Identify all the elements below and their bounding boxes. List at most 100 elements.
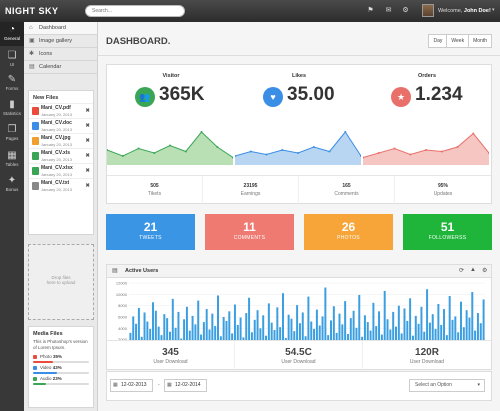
tile-tweets[interactable]: 21 TWEETS [106, 214, 195, 250]
chevron-down-icon[interactable]: ▾ [492, 7, 495, 13]
sparkline-area [235, 132, 361, 165]
calendar-icon: ▤ [29, 64, 35, 70]
download-stat-2: 54.5C User Download [235, 341, 363, 373]
y-tick-label: 2000 [118, 337, 128, 342]
bar [352, 310, 355, 351]
submenu-item-image-gallery[interactable]: ▣ Image gallery [24, 35, 97, 48]
submenu-item-dashboard[interactable]: ⌂ Dashboard [24, 22, 97, 35]
file-icon [32, 122, 39, 130]
nav-item-forms[interactable]: ✎ Forms [0, 72, 24, 96]
avatar[interactable] [422, 4, 434, 17]
tile-followers[interactable]: 51 FOLLOWERSS [403, 214, 492, 250]
sparkline-chart [363, 132, 489, 165]
close-icon[interactable]: ✖ [85, 153, 90, 159]
nav-item-tables[interactable]: ▦ Tables [0, 148, 24, 172]
media-files-description: This is Photoshop's version of Lorem Ips… [33, 339, 88, 350]
tile-photos[interactable]: 26 PHOTOS [304, 214, 393, 250]
statistics-icon: ▮ [9, 99, 15, 110]
bar [428, 322, 431, 351]
file-date: January 20, 2013 [41, 172, 72, 177]
bar [174, 327, 177, 351]
file-item[interactable]: Mani_CV.pdf January 20, 2013 ✖ [29, 103, 93, 118]
search-input[interactable] [85, 5, 185, 17]
bar [171, 298, 174, 351]
sparkline-point [312, 146, 315, 148]
app-logo[interactable]: NIGHT SKY [5, 6, 59, 16]
bell-icon[interactable]: ⚑ [367, 7, 374, 14]
bar [440, 324, 443, 351]
sparkline-point [281, 149, 284, 151]
file-dropzone[interactable]: Drop files here to upload [28, 244, 94, 320]
file-name: Mani_CV.doc [41, 120, 72, 126]
mail-icon[interactable]: ✉ [385, 7, 392, 14]
close-icon[interactable]: ✖ [85, 183, 90, 189]
user-name: John Doe! [463, 8, 491, 14]
date-to-input[interactable]: ▦ 12-02-2014 [164, 379, 207, 392]
downloads-row: 345 User Download 54.5C User Download 12… [106, 340, 492, 373]
y-tick-label: 6000 [118, 315, 128, 320]
gear-icon[interactable]: ⚙ [482, 268, 488, 274]
forms-icon: ✎ [7, 74, 17, 85]
calendar-icon: ▦ [113, 382, 118, 388]
file-item[interactable]: Mani_CV.xls January 20, 2013 ✖ [29, 148, 93, 163]
nav-item-statistics[interactable]: ▮ Statistics [0, 97, 24, 121]
media-item: Photo 35% [29, 354, 93, 365]
close-icon[interactable]: ✖ [85, 138, 90, 144]
refresh-icon[interactable]: ⟳ [459, 268, 465, 274]
submenu-item-icons[interactable]: ✱ Icons [24, 48, 97, 61]
nav-item-pages[interactable]: ❐ Pages [0, 122, 24, 146]
bar [349, 318, 352, 351]
bar [479, 323, 482, 351]
file-item[interactable]: Mani_CV.doc January 20, 2013 ✖ [29, 118, 93, 133]
range-week-button[interactable]: Week [446, 34, 470, 48]
file-item[interactable]: Mani_CV.jpg January 20, 2013 ✖ [29, 133, 93, 148]
range-day-button[interactable]: Day [428, 34, 448, 48]
stat-footer-updates: 95% Updates [433, 183, 453, 197]
close-icon[interactable]: ✖ [85, 168, 90, 174]
bar [197, 300, 200, 351]
close-icon[interactable]: ✖ [85, 123, 90, 129]
bar [310, 321, 313, 351]
gear-icon[interactable]: ⚙ [402, 7, 409, 14]
media-label: Audio [40, 376, 52, 381]
submenu-item-calendar[interactable]: ▤ Calendar [24, 61, 97, 74]
bar [137, 307, 140, 351]
file-date: January 20, 2013 [41, 142, 72, 147]
sparkline-point [107, 149, 108, 151]
bar [318, 325, 321, 351]
y-tick-label: 12000 [116, 281, 128, 286]
welcome-text[interactable]: Welcome, John Doe! [438, 8, 491, 14]
close-icon[interactable]: ✖ [85, 108, 90, 114]
bar [154, 310, 157, 351]
top-bar: NIGHT SKY ⚑ ✉ ⚙ Welcome, John Doe! ▾ [0, 0, 500, 22]
nav-item-ui[interactable]: ❏ UI [0, 48, 24, 72]
warning-icon[interactable]: ▲ [470, 267, 476, 273]
bar [194, 324, 197, 351]
file-icon [32, 137, 39, 145]
new-files-panel: New Files Mani_CV.pdf January 20, 2013 ✖ Ma… [28, 90, 94, 235]
sparkline-point [363, 156, 364, 159]
bar [338, 313, 341, 351]
file-item[interactable]: Mani_CV.xlsx January 20, 2013 ✖ [29, 163, 93, 178]
media-percent: 43% [52, 365, 62, 370]
tile-comments[interactable]: 11 COMMENTS [205, 214, 294, 250]
bar [397, 305, 400, 351]
bar [344, 301, 347, 351]
file-item[interactable]: Mani_CV.txt January 20, 2013 ✖ [29, 178, 93, 193]
bonus-icon: ✦ [7, 175, 17, 186]
bar [236, 324, 239, 351]
bar [270, 322, 273, 351]
date-from-input[interactable]: ▦ 12-02-2013 [110, 379, 153, 392]
nav-item-bonus[interactable]: ✦ Bonus [0, 173, 24, 197]
bar [465, 310, 468, 351]
file-icon [32, 107, 39, 115]
bar [324, 287, 327, 351]
bar [406, 320, 409, 351]
stats-panel: Visitor 👥 365K Likes ♥ 35.00 Orders ★ 1.234 505 … [106, 64, 492, 205]
media-files-panel: Media Files This is Photoshop's version … [28, 326, 94, 408]
nav-item-general[interactable]: ◔ General [0, 22, 24, 46]
range-month-button[interactable]: Month [468, 34, 492, 48]
bar [233, 304, 236, 351]
option-select[interactable]: Select an Option ▾ [409, 379, 485, 392]
bar [386, 319, 389, 351]
